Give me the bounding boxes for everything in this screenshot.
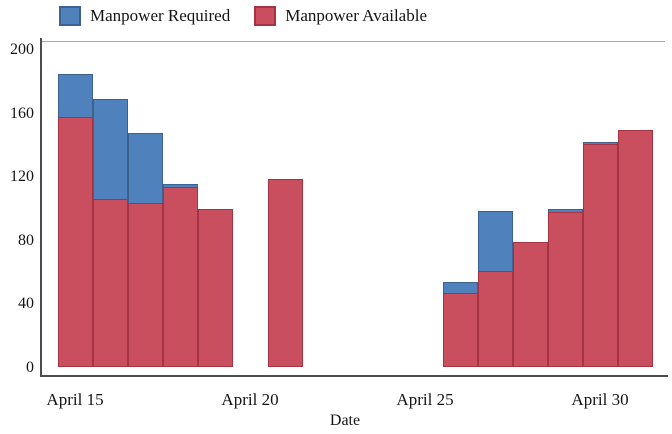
- bar-available-day17: [127, 202, 163, 367]
- bar-available-day31: [617, 129, 653, 367]
- legend: Manpower Required Manpower Available: [59, 5, 427, 27]
- y-tick-label-160: 160: [10, 104, 34, 122]
- x-tick-label-day20: April 20: [221, 390, 279, 409]
- legend-item-available: Manpower Available: [254, 5, 427, 27]
- x-tick-label-day25: April 25: [396, 390, 454, 409]
- legend-label-required: Manpower Required: [90, 6, 231, 25]
- bar-available-day21: [267, 178, 303, 367]
- bar-available-day16: [92, 199, 128, 367]
- y-tick-label-0: 0: [26, 359, 34, 376]
- bar-available-day15: [57, 116, 93, 367]
- y-tick-label-120: 120: [10, 168, 34, 186]
- legend-item-required: Manpower Required: [59, 5, 230, 27]
- x-tick-label-day30: April 30: [571, 390, 629, 409]
- plot-top-border: [41, 41, 665, 42]
- y-tick-label-200: 200: [10, 41, 34, 58]
- bar-available-day28: [512, 242, 548, 367]
- bar-available-day27: [477, 271, 513, 367]
- y-tick-label-80: 80: [18, 231, 34, 249]
- x-axis-line: [40, 375, 668, 377]
- x-tick-label-day15: April 15: [46, 390, 104, 409]
- legend-swatch-available-icon: [254, 6, 277, 26]
- y-tick-label-40: 40: [18, 295, 34, 313]
- bar-available-day26: [442, 293, 478, 367]
- bar-available-day29: [547, 212, 583, 367]
- legend-swatch-required-icon: [59, 6, 81, 26]
- bar-available-day30: [582, 143, 618, 367]
- x-axis-title: Date: [329, 412, 361, 429]
- y-axis-line: [40, 38, 42, 377]
- legend-label-available: Manpower Available: [285, 6, 427, 25]
- bar-available-day18: [162, 186, 198, 367]
- bar-available-day19: [197, 209, 233, 367]
